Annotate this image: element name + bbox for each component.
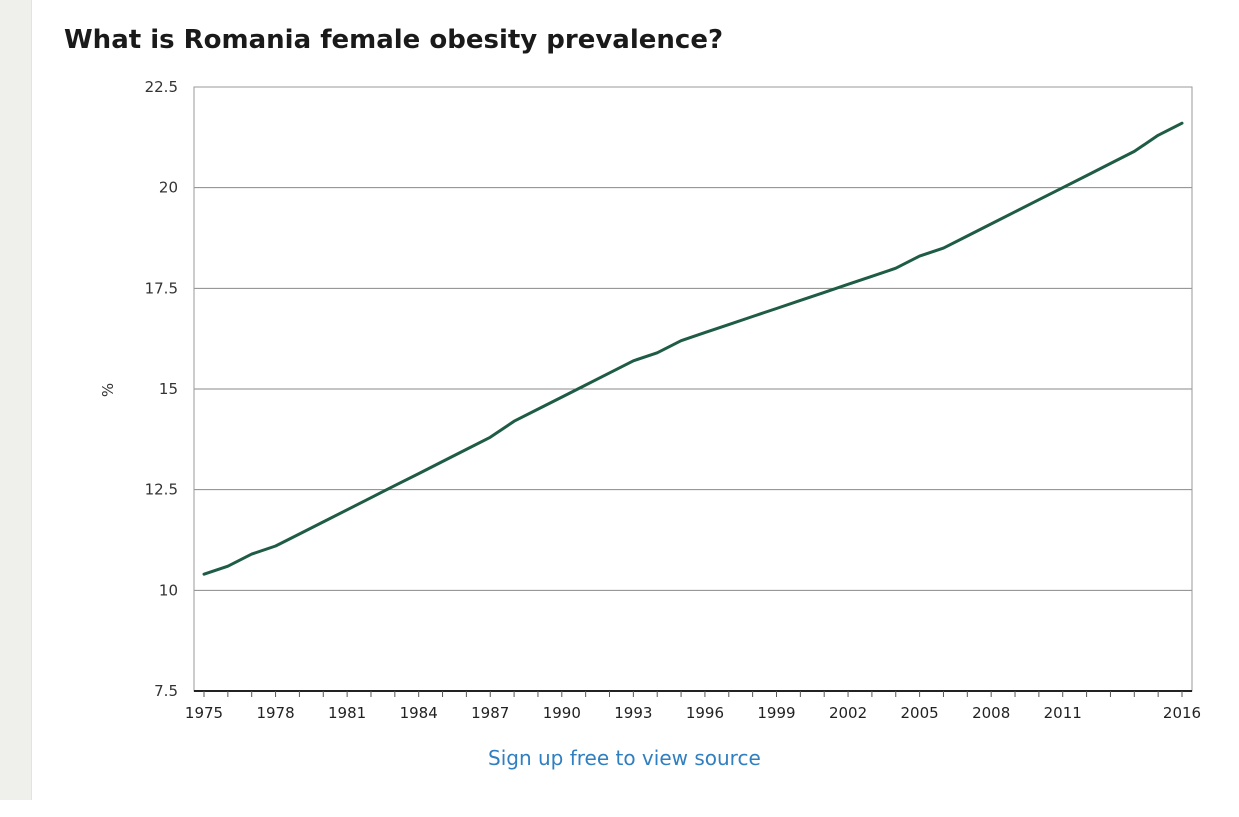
data-point: [394, 485, 395, 486]
x-axis-tick-labels: 1975 1978 1981 1984 1987 1990 1993 1996 1999 2002…: [185, 704, 1201, 722]
data-point: [800, 300, 801, 301]
data-point: [895, 268, 896, 269]
data-point: [824, 292, 825, 293]
data-point: [848, 284, 849, 285]
data-point: [609, 372, 610, 373]
series-line-0: [202, 121, 1184, 576]
axes: [193, 86, 1193, 697]
y-tick-label: 10: [159, 581, 178, 599]
x-tick-label: 1981: [328, 704, 366, 722]
data-point: [561, 397, 562, 398]
x-tick-label: 1978: [256, 704, 294, 722]
y-tick-label: 17.5: [145, 279, 178, 297]
page-title: What is Romania female obesity prevalenc…: [64, 25, 724, 55]
data-point: [1110, 163, 1111, 164]
data-point: [967, 236, 968, 237]
x-tick-label: 1984: [400, 704, 438, 722]
x-tick-label: 1999: [757, 704, 795, 722]
data-point: [1086, 175, 1087, 176]
y-tick-label: 20: [159, 179, 178, 197]
data-point: [323, 521, 324, 522]
y-tick-label: 15: [159, 380, 178, 398]
data-point: [418, 473, 419, 474]
data-point: [1062, 187, 1063, 188]
data-point: [871, 276, 872, 277]
x-tick-label: 1996: [686, 704, 724, 722]
grid-lines: [194, 86, 1192, 591]
data-point: [275, 546, 276, 547]
data-point: [538, 409, 539, 410]
data-point: [752, 316, 753, 317]
series-layer: [202, 121, 1184, 576]
data-point: [728, 324, 729, 325]
data-point: [704, 332, 705, 333]
data-point: [681, 340, 682, 341]
data-point: [943, 248, 944, 249]
y-tick-label: 22.5: [145, 78, 178, 96]
data-point: [1038, 199, 1039, 200]
x-tick-label: 2005: [901, 704, 939, 722]
y-tick-label: 12.5: [145, 481, 178, 499]
data-point: [991, 223, 992, 224]
data-point: [919, 256, 920, 257]
y-axis-label: %: [99, 383, 117, 397]
x-tick-label: 1987: [471, 704, 509, 722]
data-point: [371, 497, 372, 498]
data-point: [347, 509, 348, 510]
data-point: [1134, 151, 1135, 152]
data-point: [1158, 135, 1159, 136]
data-point: [227, 566, 228, 567]
data-point: [251, 554, 252, 555]
data-point: [1182, 123, 1183, 124]
x-tick-label: 1975: [185, 704, 223, 722]
data-point: [633, 360, 634, 361]
x-tick-label: 1990: [543, 704, 581, 722]
data-point: [514, 421, 515, 422]
data-point: [1015, 211, 1016, 212]
x-tick-label: 2008: [972, 704, 1010, 722]
data-point: [585, 385, 586, 386]
data-point: [299, 534, 300, 535]
x-tick-label: 2016: [1163, 704, 1201, 722]
data-point: [657, 352, 658, 353]
x-tick-label: 2002: [829, 704, 867, 722]
data-point: [466, 449, 467, 450]
x-tick-label: 1993: [614, 704, 652, 722]
data-point: [204, 574, 205, 575]
sign-up-source-link[interactable]: Sign up free to view source: [488, 746, 761, 770]
data-point: [776, 308, 777, 309]
y-axis-tick-labels: 7.5 10 12.5 15 17.5 20 22.5: [145, 78, 178, 700]
left-sidebar-strip: [0, 0, 32, 800]
data-point: [490, 437, 491, 438]
x-tick-label: 2011: [1044, 704, 1082, 722]
y-tick-label: 7.5: [154, 682, 178, 700]
data-point: [442, 461, 443, 462]
